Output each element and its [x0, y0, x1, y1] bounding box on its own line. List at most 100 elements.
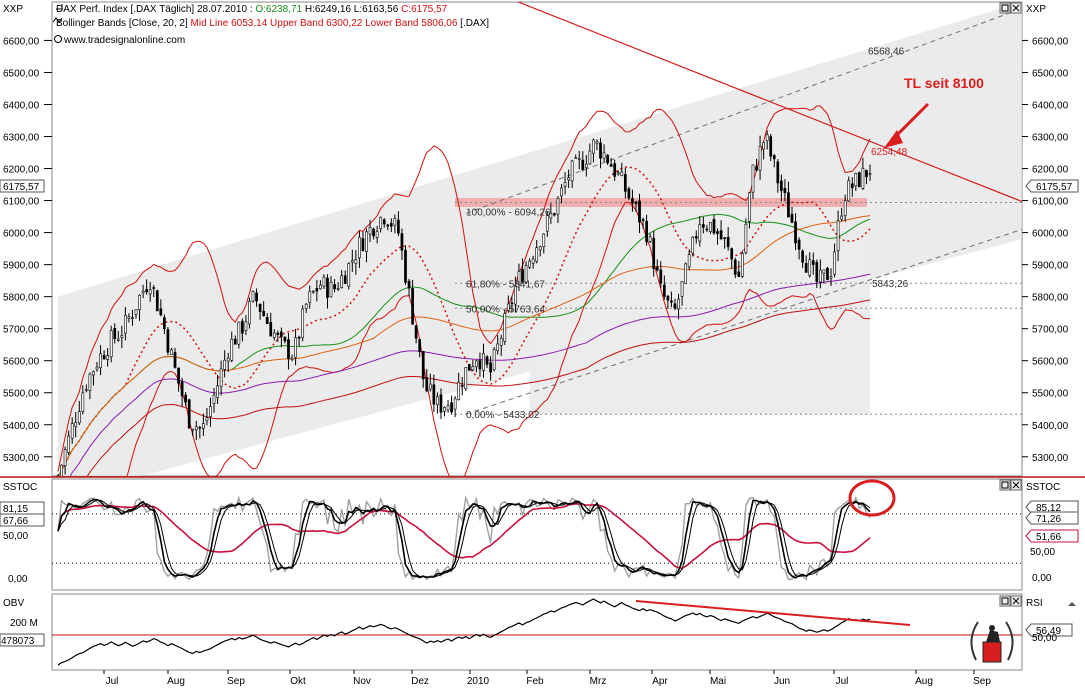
y-tick-left: 5400,00	[3, 421, 40, 432]
candle-body	[545, 215, 549, 232]
candle-body	[865, 169, 868, 177]
candle-body	[641, 219, 645, 221]
obv-divergence-line	[635, 600, 911, 626]
tradesignal-logo	[970, 621, 1014, 663]
candle-body	[854, 173, 858, 187]
candle-body	[804, 263, 808, 273]
candle-body	[492, 349, 496, 370]
candle-body	[811, 260, 815, 265]
candle-body	[840, 215, 843, 220]
candle-body	[368, 227, 372, 235]
candle-body	[531, 258, 535, 264]
obv-panel	[51, 593, 1023, 671]
stoch-close-button[interactable]	[1010, 479, 1022, 491]
svg-text:6175,57: 6175,57	[1036, 182, 1073, 193]
y-tick-left: 6500,00	[3, 68, 40, 79]
candle-body	[584, 163, 588, 168]
candle-body	[276, 332, 280, 335]
y-tick-left: 6200,00	[3, 165, 40, 176]
candle-body	[265, 317, 269, 325]
candle-body	[173, 352, 177, 368]
candle-body	[375, 231, 379, 238]
candle-body	[219, 368, 223, 387]
candle-body	[294, 337, 297, 358]
bollinger-lower-line	[126, 201, 871, 476]
channel-top-label: 6568,46	[868, 47, 905, 58]
candle-icon	[56, 4, 63, 10]
obv-left-title: OBV	[3, 598, 24, 609]
candle-body	[67, 435, 70, 453]
y-tick-right: 5900,00	[1032, 261, 1069, 272]
candle-body	[712, 219, 716, 234]
candle-body	[106, 355, 110, 360]
obv-maximize-button[interactable]	[999, 595, 1011, 607]
candle-body	[251, 291, 255, 302]
candle-body	[740, 253, 744, 277]
candle-body	[826, 267, 829, 281]
candle-body	[170, 349, 173, 355]
candle-body	[620, 171, 624, 176]
candle-body	[861, 168, 865, 189]
candle-body	[120, 335, 124, 338]
candle-body	[535, 247, 539, 262]
main-right-title: XXP	[1026, 4, 1046, 15]
candle-body	[567, 177, 570, 181]
candle-body	[308, 291, 312, 303]
stoch-right-title: SSTOC	[1026, 482, 1060, 493]
rsi-scroll-up-button[interactable]	[1068, 602, 1076, 606]
candle-body	[372, 228, 375, 237]
candle-body	[847, 180, 851, 202]
main-close-button[interactable]	[1010, 2, 1022, 14]
svg-text:56,49: 56,49	[1036, 626, 1061, 637]
candle-body	[212, 394, 216, 404]
y-tick-right: 5400,00	[1032, 421, 1069, 432]
candle-body	[102, 355, 106, 360]
y-tick-right: 6500,00	[1032, 68, 1069, 79]
y-tick-left: 6100,00	[3, 197, 40, 208]
price-gridlines	[455, 7, 1022, 415]
candle-body	[365, 231, 368, 252]
candle-body	[517, 270, 521, 285]
candle-body	[808, 259, 812, 276]
svg-text:71,26: 71,26	[1036, 514, 1061, 525]
candle-body	[216, 385, 219, 399]
candle-body	[783, 187, 787, 194]
candle-body	[109, 330, 113, 358]
candle-body	[521, 269, 524, 283]
candle-body	[858, 172, 861, 187]
candle-body	[726, 237, 730, 248]
candle-body	[244, 321, 248, 331]
candle-body	[88, 373, 92, 391]
candle-body	[301, 308, 305, 338]
candle-body	[386, 224, 390, 227]
stoch-tick-left-0: 0,00	[8, 574, 28, 585]
candle-body	[666, 295, 670, 301]
candle-body	[634, 201, 638, 204]
candle-body	[475, 360, 478, 368]
obv-close-button[interactable]	[1010, 595, 1022, 607]
candle-body	[407, 280, 411, 289]
y-tick-left: 5600,00	[3, 357, 40, 368]
callout-label: TL seit 8100	[904, 75, 984, 91]
candle-body	[524, 265, 528, 283]
svg-text:6175,57: 6175,57	[3, 182, 40, 193]
candle-body	[794, 221, 797, 244]
main-maximize-button[interactable]	[999, 2, 1011, 14]
candle-body	[347, 262, 351, 287]
header-watermark: www.tradesignalonline.com	[63, 35, 185, 46]
candle-body	[748, 192, 751, 222]
candle-body	[99, 353, 102, 369]
x-axis-months: Jul Aug Sep Okt Nov Dez 2010 Feb Mrz Apr Mai Jun Jul…	[103, 670, 991, 687]
callout-arrow-head	[884, 130, 903, 148]
y-tick-right: 6300,00	[1032, 133, 1069, 144]
candle-body	[691, 236, 695, 254]
stoch-highlight-circle	[848, 479, 896, 517]
candle-body	[113, 328, 117, 339]
candle-body	[411, 288, 414, 325]
y-tick-left: 6000,00	[3, 229, 40, 240]
stoch-maximize-button[interactable]	[999, 479, 1011, 491]
candle-body	[304, 303, 308, 309]
candle-body	[397, 219, 400, 234]
candle-body	[163, 317, 166, 329]
